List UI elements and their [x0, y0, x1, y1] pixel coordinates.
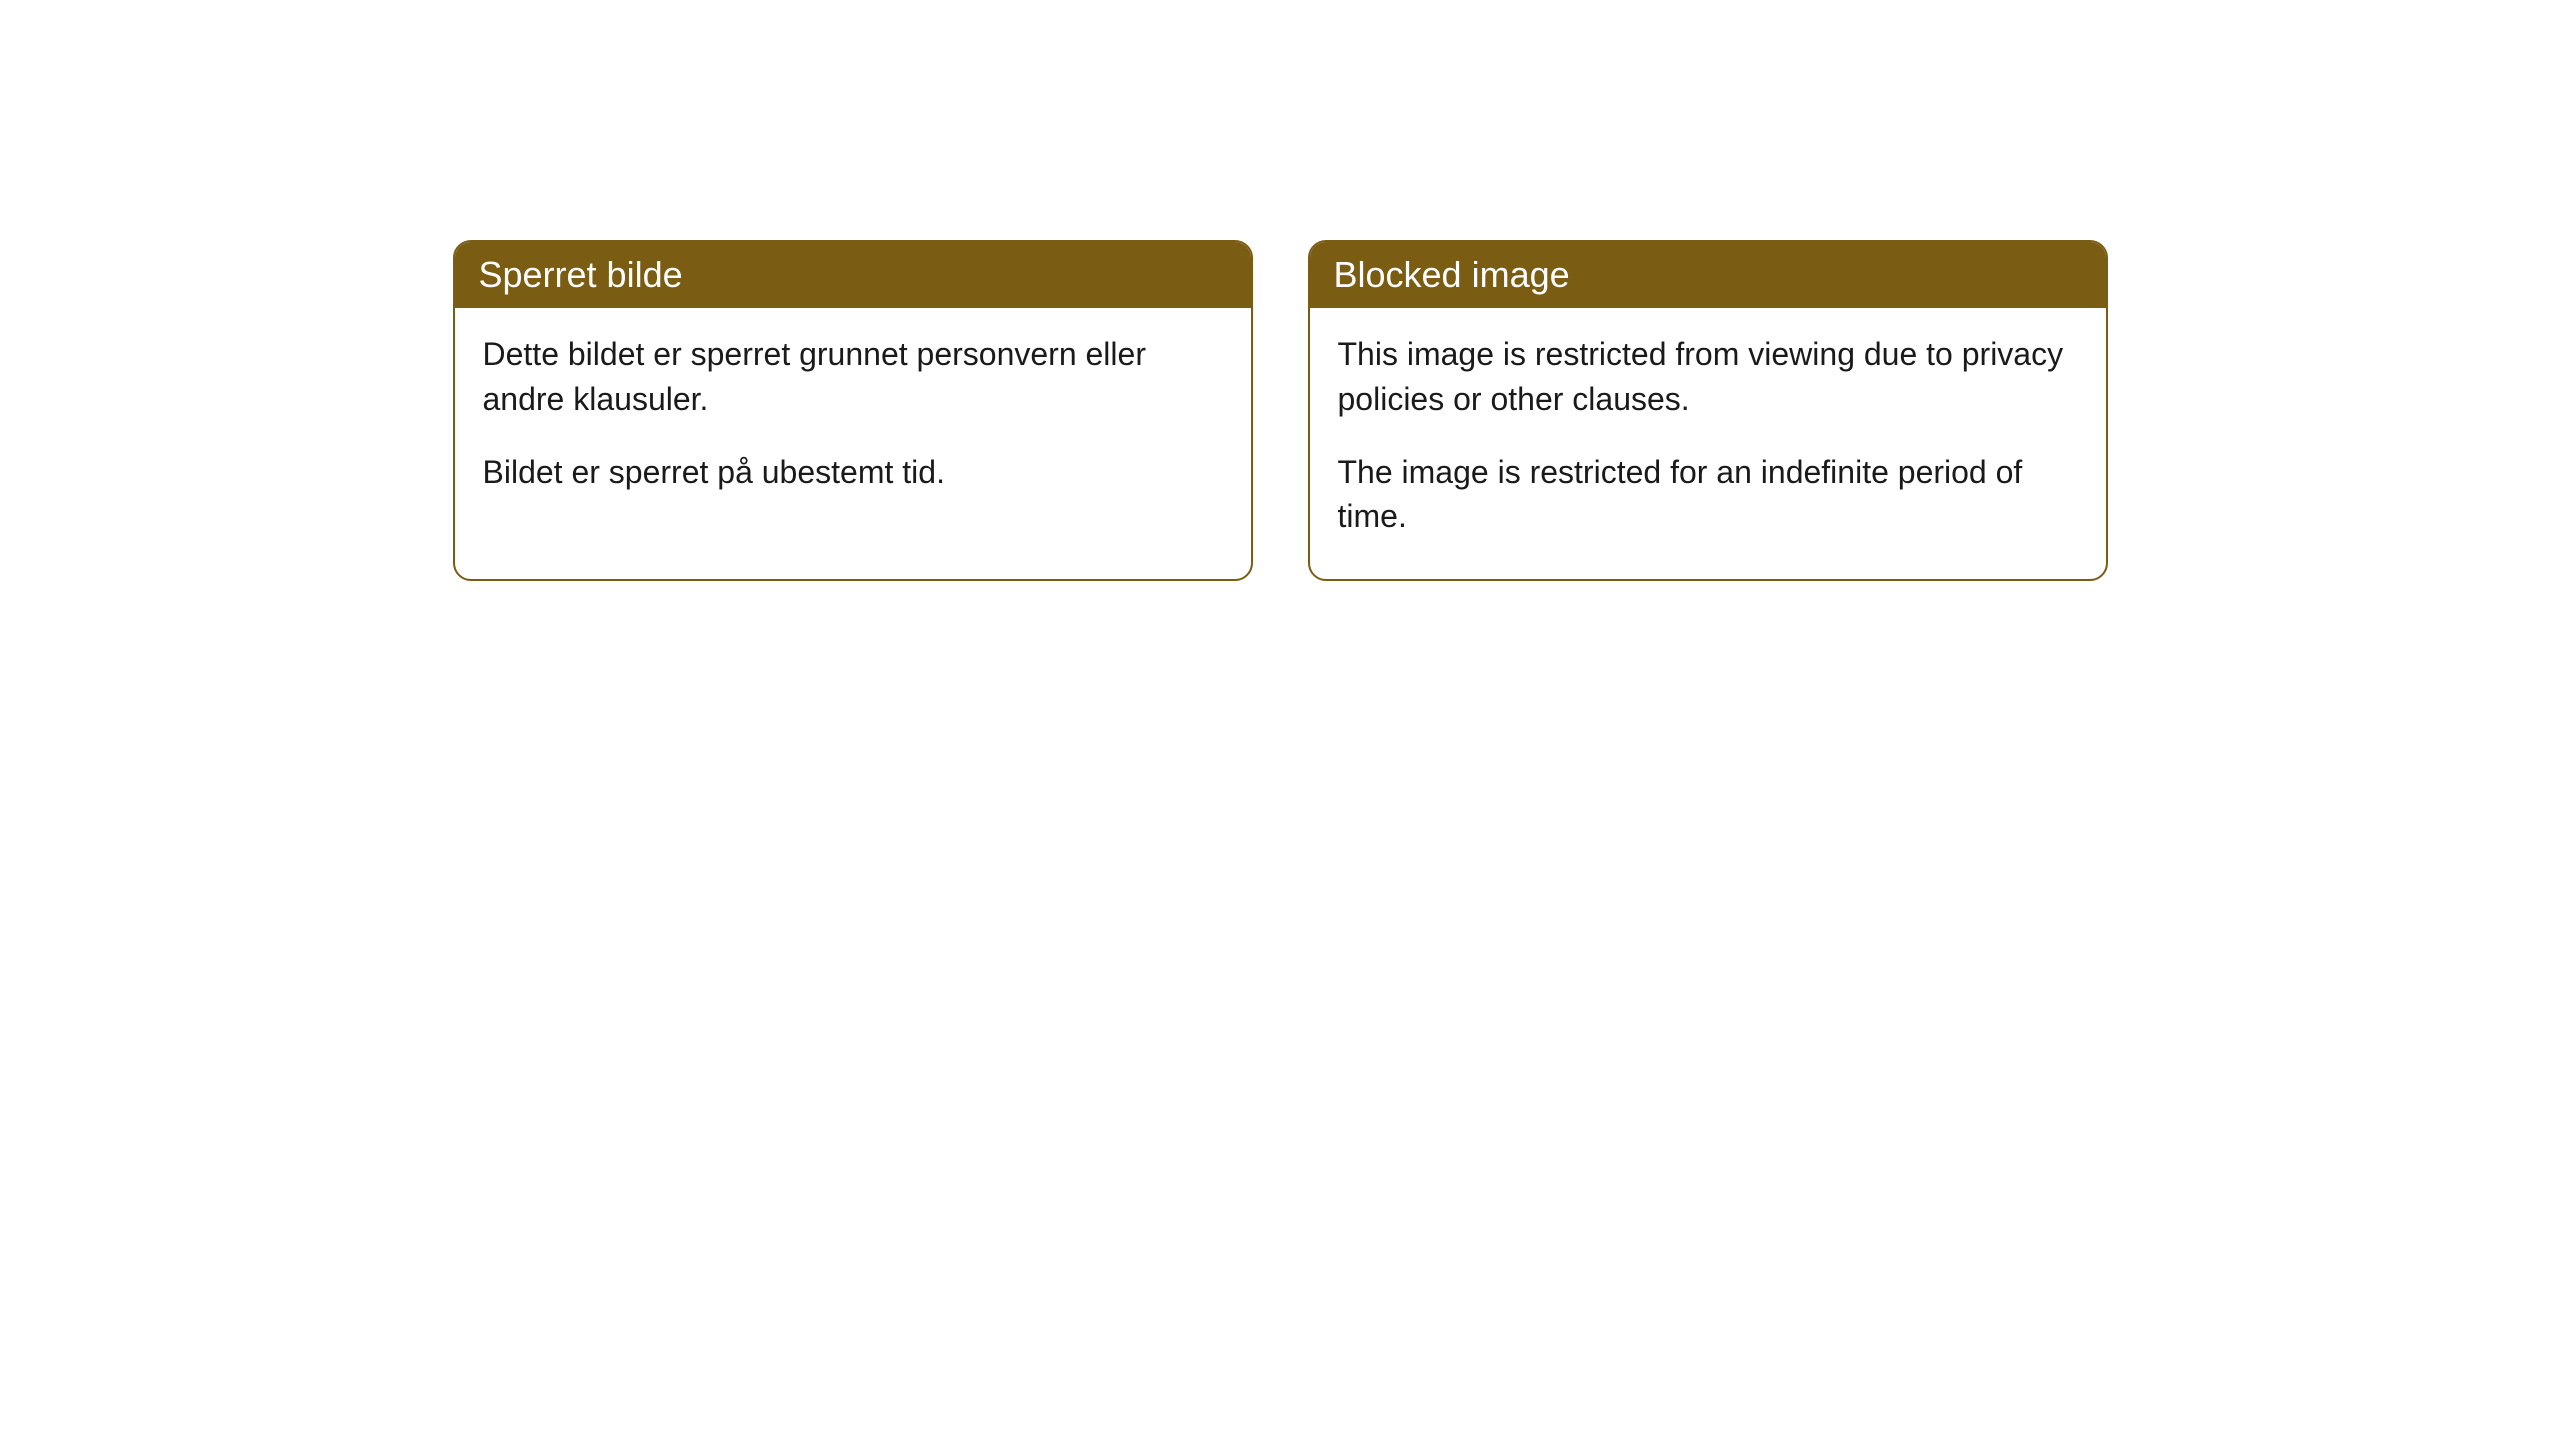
card-header-english: Blocked image	[1310, 242, 2106, 308]
card-paragraph-1-english: This image is restricted from viewing du…	[1338, 332, 2078, 422]
card-body-english: This image is restricted from viewing du…	[1310, 308, 2106, 579]
blocked-image-card-english: Blocked image This image is restricted f…	[1308, 240, 2108, 581]
card-paragraph-2-norwegian: Bildet er sperret på ubestemt tid.	[483, 450, 1223, 495]
card-header-norwegian: Sperret bilde	[455, 242, 1251, 308]
card-paragraph-1-norwegian: Dette bildet er sperret grunnet personve…	[483, 332, 1223, 422]
card-paragraph-2-english: The image is restricted for an indefinit…	[1338, 450, 2078, 540]
notice-cards-container: Sperret bilde Dette bildet er sperret gr…	[0, 240, 2560, 581]
card-body-norwegian: Dette bildet er sperret grunnet personve…	[455, 308, 1251, 534]
blocked-image-card-norwegian: Sperret bilde Dette bildet er sperret gr…	[453, 240, 1253, 581]
